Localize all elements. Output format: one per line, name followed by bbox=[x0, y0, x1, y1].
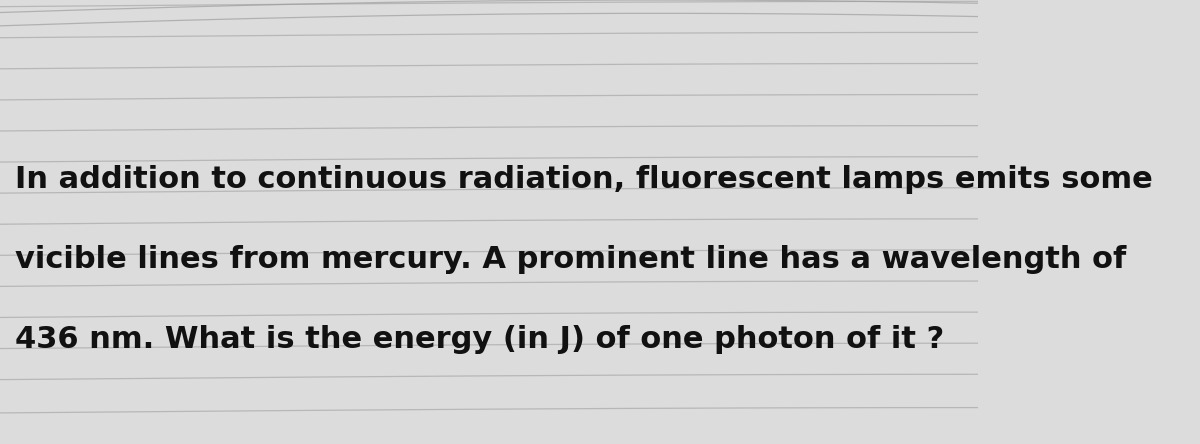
Text: In addition to continuous radiation, fluorescent lamps emits some: In addition to continuous radiation, flu… bbox=[14, 165, 1152, 194]
Text: 436 nm. What is the energy (in J) of one photon of it ?: 436 nm. What is the energy (in J) of one… bbox=[14, 325, 944, 354]
Text: vicible lines from mercury. A prominent line has a wavelength of: vicible lines from mercury. A prominent … bbox=[14, 245, 1126, 274]
